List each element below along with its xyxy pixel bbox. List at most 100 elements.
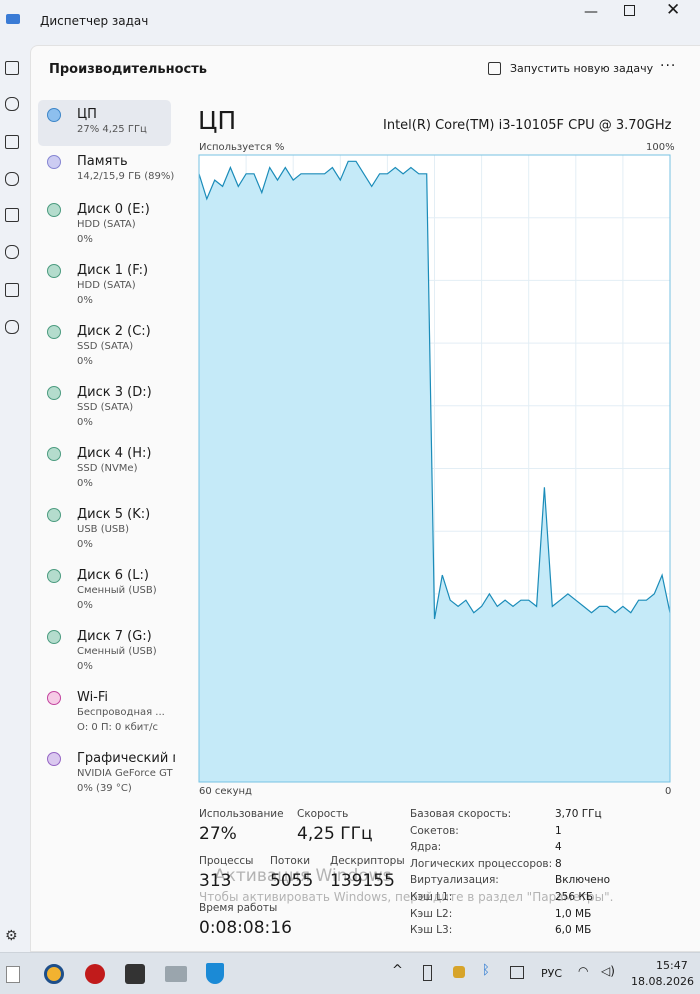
- stat-value: 5055: [270, 871, 314, 891]
- tray-monitor[interactable]: [510, 966, 524, 979]
- sidebar-dot: [47, 155, 61, 169]
- nav-icon[interactable]: [5, 172, 19, 186]
- spec-label: Кэш L1:: [410, 891, 453, 903]
- sidebar-detail: Сменный (USB): [77, 585, 157, 596]
- sidebar-name[interactable]: Диск 2 (C:): [77, 324, 151, 339]
- minimize[interactable]: —: [584, 4, 598, 20]
- stat-value: 139155: [330, 871, 395, 891]
- stat-label: Дескрипторы: [330, 855, 405, 867]
- nav-icon[interactable]: [5, 61, 19, 75]
- spec-label: Логических процессоров:: [410, 857, 553, 870]
- cpu-graph: [198, 154, 671, 783]
- spec-label: Ядра:: [410, 841, 442, 854]
- sidebar-name[interactable]: Диск 5 (K:): [77, 507, 151, 522]
- clock-time[interactable]: 15:47: [656, 959, 688, 972]
- nav-icon[interactable]: [5, 97, 19, 111]
- sidebar-dot: [47, 752, 61, 766]
- sidebar-dot: [47, 508, 61, 522]
- sidebar-dot: [47, 203, 61, 217]
- stat-value: 0:08:08:16: [199, 918, 292, 938]
- spec-label: Сокетов:: [410, 824, 459, 837]
- stat-label: Время работы: [199, 902, 278, 914]
- cpu-line: [198, 160, 671, 620]
- app-icon: [6, 14, 20, 24]
- stat-value: 313: [199, 871, 232, 891]
- sidebar-dot: [47, 264, 61, 278]
- sidebar-name[interactable]: Диск 7 (G:): [77, 629, 152, 644]
- sidebar-detail: SSD (NVMe): [77, 463, 138, 474]
- sidebar-name[interactable]: Диск 6 (L:): [77, 568, 149, 583]
- settings[interactable]: ⚙: [5, 928, 18, 944]
- sidebar-detail: SSD (SATA): [77, 402, 134, 413]
- start-button[interactable]: [6, 966, 20, 983]
- tray-bluetooth[interactable]: ᛒ: [482, 963, 490, 978]
- sidebar-dot: [47, 569, 61, 583]
- nav-icon[interactable]: [5, 320, 19, 334]
- sidebar-name[interactable]: Wi-Fi: [77, 690, 109, 705]
- sidebar-name[interactable]: Диск 4 (H:): [77, 446, 152, 461]
- sidebar-name[interactable]: ЦП: [77, 107, 97, 122]
- sidebar-value: 0%: [77, 600, 93, 611]
- sidebar-value: 0%: [77, 661, 93, 672]
- tray-sound[interactable]: ◁): [601, 964, 615, 978]
- spec-value: 1,0 МБ: [555, 907, 592, 920]
- spec-label: Базовая скорость:: [410, 808, 512, 820]
- stat-label: Процессы: [199, 855, 254, 867]
- sidebar-name[interactable]: Графический п: [77, 751, 175, 766]
- nav-icon[interactable]: [5, 135, 19, 149]
- clock-date[interactable]: 18.08.2026: [631, 975, 694, 988]
- maximize[interactable]: [624, 5, 635, 16]
- tray-wifi[interactable]: ◠: [578, 964, 589, 978]
- tray-lang[interactable]: РУС: [541, 967, 563, 980]
- sidebar-detail: Сменный (USB): [77, 646, 157, 657]
- spec-value: 256 КБ: [555, 891, 594, 903]
- graph-max-label: 100%: [646, 142, 675, 153]
- sidebar-dot: [47, 691, 61, 705]
- x-right-label: 0: [665, 786, 672, 797]
- stat-label: Использование: [199, 808, 284, 820]
- sidebar-value: 0%: [77, 478, 93, 489]
- nav-icon[interactable]: [5, 245, 19, 259]
- selected-item-bg: [38, 100, 171, 146]
- sidebar-detail: NVIDIA GeForce GT: [77, 768, 173, 779]
- stat-value: 27%: [199, 824, 237, 844]
- spec-value: 3,70 ГГц: [555, 808, 602, 820]
- sidebar-dot: [47, 386, 61, 400]
- app-5[interactable]: [206, 963, 224, 984]
- cpu-model: Intel(R) Core(TM) i3-10105F CPU @ 3.70GH…: [383, 118, 672, 133]
- page-title: Производительность: [49, 62, 208, 77]
- watermark-title: Активация Windows: [214, 866, 392, 886]
- run-task[interactable]: Запустить новую задачу: [510, 62, 654, 75]
- sidebar-name[interactable]: Диск 0 (E:): [77, 202, 150, 217]
- more[interactable]: ···: [660, 58, 677, 74]
- sidebar-name[interactable]: Память: [77, 154, 128, 169]
- sidebar-name[interactable]: Диск 3 (D:): [77, 385, 152, 400]
- stat-value: 4,25 ГГц: [297, 824, 373, 844]
- sidebar-name[interactable]: Диск 1 (F:): [77, 263, 149, 278]
- taskbar: ^ ᛒ РУС ◠ ◁) 15:47 18.08.2026: [0, 952, 700, 994]
- sidebar-detail: HDD (SATA): [77, 280, 136, 291]
- app-2[interactable]: [85, 964, 105, 984]
- tray-app[interactable]: [453, 966, 465, 978]
- close[interactable]: ✕: [666, 0, 681, 20]
- graph-border: [198, 154, 671, 783]
- run-task-icon[interactable]: [488, 62, 501, 75]
- spec-value: 4: [555, 841, 562, 854]
- sidebar-value: 0%: [77, 539, 93, 550]
- watermark-text: Чтобы активировать Windows, перейдите в …: [199, 890, 614, 904]
- sidebar-value: 0%: [77, 356, 93, 367]
- app-4[interactable]: [165, 966, 187, 982]
- x-left-label: 60 секунд: [199, 786, 252, 797]
- spec-value: 6,0 МБ: [555, 924, 592, 937]
- app-3[interactable]: [125, 964, 145, 984]
- nav-icon[interactable]: [5, 208, 19, 222]
- tray-usb[interactable]: [423, 965, 432, 981]
- app-1[interactable]: [44, 964, 64, 984]
- sidebar-value: 0%: [77, 295, 93, 306]
- tray-expand[interactable]: ^: [392, 963, 403, 978]
- sidebar-value: 0% (39 °C): [77, 783, 132, 794]
- nav-icon[interactable]: [5, 283, 19, 297]
- window-title: Диспетчер задач: [40, 14, 149, 28]
